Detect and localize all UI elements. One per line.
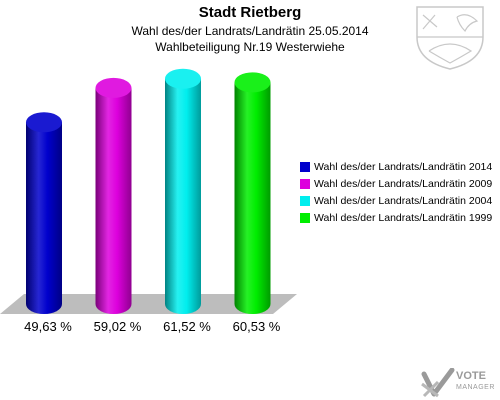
legend-swatch [300, 178, 310, 189]
bar-cap-4 [234, 72, 271, 93]
logo-line-2: MANAGER [456, 384, 495, 391]
value-label-1: 49,63 % [24, 319, 72, 334]
value-label-3: 61,52 % [163, 319, 211, 334]
bar-2 [95, 87, 132, 315]
legend: Wahl des/der Landrats/Landrätin 2014 Wahl… [300, 158, 492, 226]
coat-of-arms-icon [416, 6, 484, 70]
bar-cap-3 [165, 68, 201, 89]
legend-swatch [300, 212, 310, 223]
bar-3 [165, 78, 201, 314]
chart-subtitle: Wahl des/der Landrats/Landrätin 25.05.20… [131, 24, 369, 38]
legend-item-4: Wahl des/der Landrats/Landrätin 1999 [300, 209, 492, 226]
bar-4 [234, 82, 271, 314]
legend-label: Wahl des/der Landrats/Landrätin 1999 [314, 211, 493, 224]
logo-line-1: VOTE [456, 370, 486, 382]
legend-item-3: Wahl des/der Landrats/Landrätin 2004 [300, 192, 492, 209]
legend-label: Wahl des/der Landrats/Landrätin 2014 [314, 160, 493, 173]
chart-subtitle-2: Wahlbeteiligung Nr.19 Westerwiehe [155, 40, 345, 54]
legend-item-2: Wahl des/der Landrats/Landrätin 2009 [300, 175, 492, 192]
vote-check-icon [421, 368, 455, 398]
legend-swatch [300, 195, 310, 206]
bar-1 [26, 122, 62, 314]
legend-item-1: Wahl des/der Landrats/Landrätin 2014 [300, 158, 492, 175]
chart-title: Stadt Rietberg [198, 4, 302, 21]
value-label-4: 60,53 % [233, 319, 281, 334]
bar-cap-1 [26, 112, 62, 133]
bar-cap-2 [95, 77, 132, 98]
value-label-2: 59,02 % [94, 319, 142, 334]
legend-swatch [300, 161, 310, 172]
legend-label: Wahl des/der Landrats/Landrätin 2009 [314, 177, 493, 190]
chart-floor [0, 294, 297, 314]
vote-manager-logo: VOTE MANAGER [456, 371, 495, 393]
legend-label: Wahl des/der Landrats/Landrätin 2004 [314, 194, 493, 207]
